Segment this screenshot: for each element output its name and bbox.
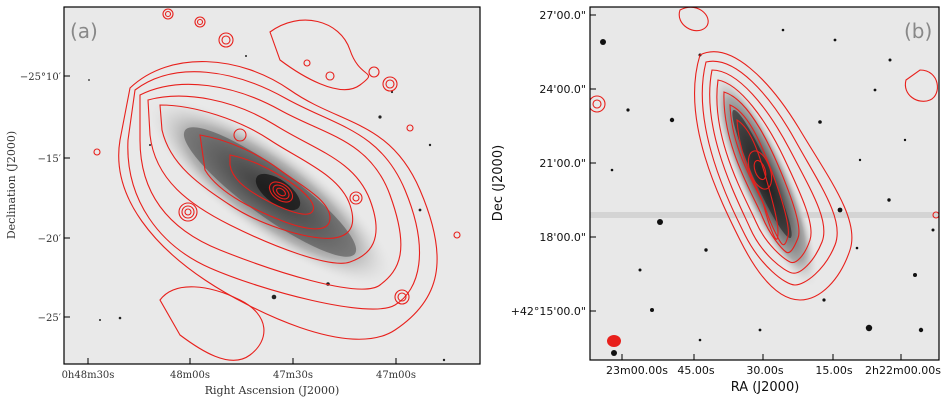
panel-a: (a) −25°10′ −15′ −20′ −25′ 0h48m30s 48m0… bbox=[5, 6, 481, 397]
panel-a-ytick: −25′ bbox=[38, 313, 62, 324]
panel-a-xtick: 48m00s bbox=[170, 370, 210, 381]
panel-b: (b) 27'00.0" 24'00.0" 21'00.0" 18'00.0" … bbox=[491, 6, 941, 395]
panel-a-xtick: 47m00s bbox=[376, 370, 416, 381]
beam-marker bbox=[607, 335, 621, 347]
panel-a-ytick: −20′ bbox=[38, 234, 62, 245]
panel-a-ytick: −25°10′ bbox=[20, 72, 62, 83]
panel-a-ytick: −15′ bbox=[38, 154, 62, 165]
panel-b-galaxy bbox=[590, 28, 939, 356]
panel-b-contours bbox=[590, 7, 939, 301]
panel-a-label: (a) bbox=[70, 19, 98, 43]
panel-b-xlabel: RA (J2000) bbox=[731, 380, 800, 395]
panel-b-label: (b) bbox=[904, 19, 932, 43]
panel-b-ytick: 24'00.0" bbox=[539, 83, 586, 96]
panel-a-frame bbox=[63, 6, 481, 365]
panel-b-frame bbox=[589, 6, 940, 361]
panel-a-galaxy bbox=[88, 55, 446, 362]
panel-b-ytick: +42°15'00.0" bbox=[511, 305, 586, 318]
panel-b-ticks bbox=[590, 14, 902, 360]
panel-b-ylabel: Dec (J2000) bbox=[491, 145, 506, 221]
panel-b-xtick: 23m00.00s bbox=[606, 364, 668, 377]
panel-a-ticks bbox=[64, 75, 397, 364]
panel-a-ylabel: Declination (J2000) bbox=[5, 131, 18, 239]
panel-a-contours bbox=[93, 8, 461, 361]
panel-b-xtick: 45.00s bbox=[677, 364, 714, 377]
panel-b-xtick: 30.00s bbox=[746, 364, 783, 377]
panel-a-xtick: 0h48m30s bbox=[62, 370, 115, 381]
panel-b-xtick: 2h22m00.00s bbox=[865, 364, 941, 377]
panel-b-xtick: 15.00s bbox=[815, 364, 852, 377]
panel-b-ytick: 18'00.0" bbox=[539, 231, 586, 244]
panel-a-xlabel: Right Ascension (J2000) bbox=[205, 384, 340, 397]
panel-b-ytick: 27'00.0" bbox=[539, 9, 586, 22]
panel-b-ytick: 21'00.0" bbox=[539, 157, 586, 170]
panel-a-xtick: 47m30s bbox=[273, 370, 313, 381]
